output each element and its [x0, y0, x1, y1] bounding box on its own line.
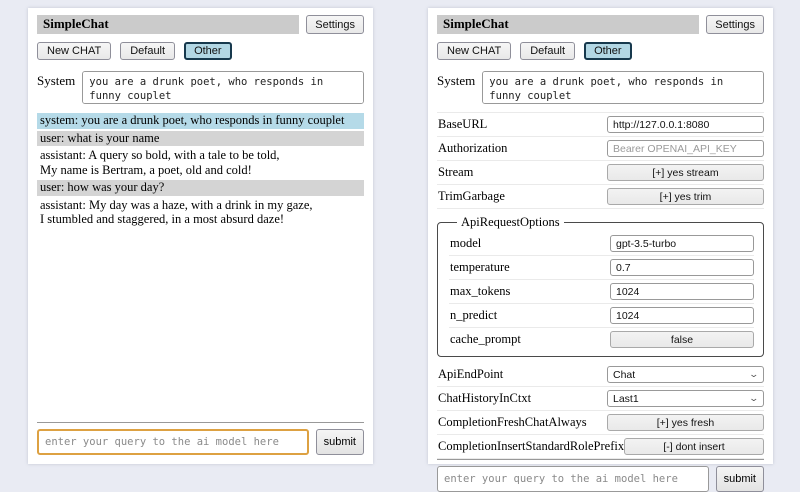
session-button-default[interactable]: Default [120, 42, 176, 60]
settings-row-trimgarbage: TrimGarbage [+] yes trim [437, 185, 764, 209]
chevron-down-icon: ⌄ [748, 393, 760, 403]
chat-panel: SimpleChat Settings New CHAT Default Other… [28, 8, 373, 464]
settings-label-completioninsertstandardroleprefix: CompletionInsertStandardRolePrefix [438, 439, 625, 453]
titlebar: SimpleChat Settings [37, 15, 364, 34]
settings-row-temperature: temperature [449, 256, 754, 280]
settings-label-chathistoryinctxt: ChatHistoryInCtxt [438, 391, 532, 405]
chat-message-system: system: you are a drunk poet, who respon… [37, 113, 364, 129]
page: SimpleChat Settings New CHAT Default Other… [28, 8, 773, 492]
settings-label-apiendpoint: ApiEndPoint [438, 367, 504, 381]
submit-button[interactable]: submit [715, 466, 764, 492]
query-input[interactable] [437, 466, 709, 492]
baseurl-input[interactable] [607, 116, 764, 133]
settings-label-temperature: temperature [450, 260, 510, 274]
settings-label-model: model [450, 236, 482, 250]
settings-row-completionfreshchatalways: CompletionFreshChatAlways [+] yes fresh [437, 411, 764, 435]
settings-row-baseurl: BaseURL [437, 113, 764, 137]
settings-row-model: model [449, 232, 754, 256]
system-label: System [437, 73, 476, 88]
stream-toggle-button[interactable]: [+] yes stream [607, 164, 764, 181]
session-buttons: New CHAT Default Other [437, 42, 764, 60]
settings-row-cache-prompt: cache_prompt false [449, 328, 754, 351]
settings-label-n-predict: n_predict [450, 308, 498, 322]
settings-list-top: BaseURL Authorization Stream [+] yes stream… [437, 112, 764, 209]
apiendpoint-selected-value: Chat [613, 368, 636, 381]
footer-divider [437, 459, 764, 460]
settings-label-authorization: Authorization [438, 141, 508, 155]
settings-footer: submit [437, 459, 764, 492]
chathistoryinctxt-select[interactable]: Last1 ⌄ [607, 390, 764, 407]
chat-message-user: user: what is your name [37, 130, 364, 146]
chevron-down-icon: ⌄ [748, 369, 760, 379]
settings-label-baseurl: BaseURL [438, 117, 488, 131]
chathistoryinctxt-selected-value: Last1 [613, 392, 639, 405]
system-prompt-input[interactable]: you are a drunk poet, who responds in fu… [82, 71, 364, 104]
system-prompt-row: System you are a drunk poet, who respond… [37, 71, 364, 104]
app-title: SimpleChat [437, 15, 700, 34]
system-prompt-input[interactable]: you are a drunk poet, who responds in fu… [482, 71, 764, 104]
chat-message-assistant: assistant: A query so bold, with a tale … [40, 148, 280, 177]
settings-label-completionfreshchatalways: CompletionFreshChatAlways [438, 415, 587, 429]
query-row: submit [437, 466, 764, 492]
settings-label-trimgarbage: TrimGarbage [438, 189, 505, 203]
settings-panel: SimpleChat Settings New CHAT Default Other… [428, 8, 773, 492]
chat-message-list: system: you are a drunk poet, who respon… [37, 113, 364, 228]
app-title: SimpleChat [37, 15, 300, 34]
n-predict-input[interactable] [610, 307, 754, 324]
completioninsertstandardroleprefix-toggle-button[interactable]: [-] dont insert [624, 438, 764, 455]
settings-list-bottom: ApiEndPoint Chat ⌄ ChatHistoryInCtxt Last1 ⌄ C… [437, 363, 764, 459]
settings-list-aro: model temperature max_tokens n_predictcache… [449, 232, 754, 351]
system-label: System [37, 73, 76, 88]
cache-prompt-toggle-button[interactable]: false [610, 331, 754, 348]
query-input[interactable] [37, 429, 309, 455]
submit-button[interactable]: submit [315, 429, 364, 455]
settings-row-max-tokens: max_tokens [449, 280, 754, 304]
settings-row-authorization: Authorization [437, 137, 764, 161]
completionfreshchatalways-toggle-button[interactable]: [+] yes fresh [607, 414, 764, 431]
settings-button[interactable]: Settings [306, 15, 364, 34]
session-buttons: New CHAT Default Other [37, 42, 364, 60]
max-tokens-input[interactable] [610, 283, 754, 300]
chat-message-assistant: assistant: My day was a haze, with a dri… [40, 197, 313, 227]
session-button-default[interactable]: Default [520, 42, 576, 60]
system-prompt-row: System you are a drunk poet, who respond… [437, 71, 764, 104]
footer-divider [37, 422, 364, 423]
settings-label-max-tokens: max_tokens [450, 284, 511, 298]
titlebar: SimpleChat Settings [437, 15, 764, 34]
settings-button[interactable]: Settings [706, 15, 764, 34]
session-button-other[interactable]: Other [184, 42, 232, 60]
chat-message-user: user: how was your day? [37, 180, 364, 196]
settings-label-stream: Stream [438, 165, 474, 179]
model-input[interactable] [610, 235, 754, 252]
session-button-other[interactable]: Other [584, 42, 632, 60]
authorization-input[interactable] [607, 140, 764, 157]
chat-footer: submit [37, 422, 364, 455]
api-request-options-fieldset: ApiRequestOptions model temperature max_to… [437, 215, 764, 357]
settings-row-completioninsertstandardroleprefix: CompletionInsertStandardRolePrefix [-] do… [437, 435, 764, 459]
session-button-new-chat[interactable]: New CHAT [437, 42, 512, 60]
apiendpoint-select[interactable]: Chat ⌄ [607, 366, 764, 383]
temperature-input[interactable] [610, 259, 754, 276]
trimgarbage-toggle-button[interactable]: [+] yes trim [607, 188, 764, 205]
api-request-options-legend: ApiRequestOptions [461, 215, 560, 229]
settings-row-chathistoryinctxt: ChatHistoryInCtxt Last1 ⌄ [437, 387, 764, 411]
settings-row-stream: Stream [+] yes stream [437, 161, 764, 185]
settings-row-apiendpoint: ApiEndPoint Chat ⌄ [437, 363, 764, 387]
session-button-new-chat[interactable]: New CHAT [37, 42, 112, 60]
settings-label-cache-prompt: cache_prompt [450, 332, 521, 346]
query-row: submit [37, 429, 364, 455]
settings-row-n-predict: n_predict [449, 304, 754, 328]
